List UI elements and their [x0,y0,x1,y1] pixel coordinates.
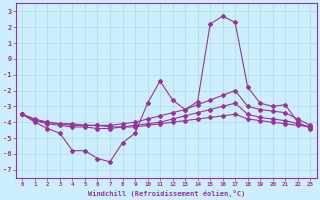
X-axis label: Windchill (Refroidissement éolien,°C): Windchill (Refroidissement éolien,°C) [88,190,245,197]
